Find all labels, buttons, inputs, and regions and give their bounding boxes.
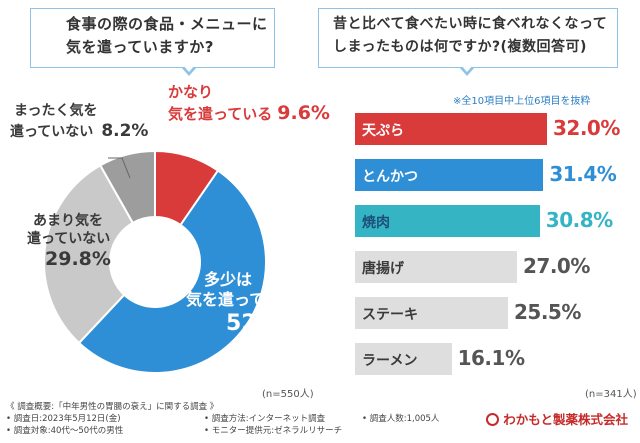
logo-mark-icon (486, 413, 500, 426)
bar-4 (355, 251, 517, 283)
bar-label-1: 天ぷら (362, 123, 404, 139)
bar-label-6: ラーメン (362, 353, 418, 369)
pie-label-tasho-line2: 気を遣っている (186, 290, 298, 309)
bar-6 (355, 343, 452, 375)
bar-label-5: ステーキ (362, 307, 418, 323)
pie-label-tasho-line1: 多少は (204, 270, 253, 289)
right-question-box (318, 8, 618, 76)
pie-leader-line (108, 157, 131, 179)
pie-label-mattaku-line2-text: 遣っていない (10, 123, 94, 140)
pie-label-mattaku-line2: 遣っていない 8.2% (10, 121, 148, 142)
pie-label-kanari-line2-text: 気を遣っている (168, 104, 273, 123)
footer-target: • 調査対象:40代〜50代の男性 (6, 426, 124, 436)
pie-label-kanari-line2: 気を遣っている 9.6% (168, 102, 330, 126)
pie-label-tasho: 多少は 気を遣っている 52.4% (186, 270, 302, 338)
bar-value-1: 32.0% (553, 116, 620, 140)
left-question-box (30, 8, 275, 76)
right-note: ※全10項目中上位6項目を抜粋 (453, 96, 591, 107)
footer-monitor: • モニター提供元:ゼネラルリサーチ (204, 426, 343, 436)
left-sample-size: (n=550人) (262, 389, 314, 400)
right-question-line1: 昔と比べて食べたい時に食べれなくなって (333, 16, 608, 32)
company-logo: わかもと製薬株式会社 (486, 409, 628, 428)
footer-title: 《 調査概要:「中年男性の胃腸の衰え」に関する調査 》 (6, 402, 219, 412)
logo-text: わかもと製薬株式会社 (503, 412, 628, 427)
bar-3 (355, 205, 540, 237)
pie-pct-kanari: 9.6% (277, 101, 330, 124)
footer-method: • 調査方法:インターネット調査 (204, 414, 326, 424)
pie-slice-amari (43, 164, 135, 345)
left-question-line2: 気を遣っていますか? (66, 38, 214, 56)
pie-label-amari: あまり気を 遣っていない 29.8% (27, 213, 111, 272)
bar-value-6: 16.1% (457, 346, 525, 370)
left-question-line1: 食事の際の食品・メニューに (66, 15, 268, 33)
bar-value-2: 31.4% (549, 162, 617, 186)
right-sample-size: (n=341人) (585, 389, 637, 400)
footer-count: • 調査人数:1,005人 (362, 414, 440, 424)
bar-2 (355, 159, 544, 191)
bar-label-4: 唐揚げ (362, 261, 404, 277)
pie-pct-tasho: 52.4% (226, 311, 303, 336)
pie-label-kanari-line1: かなり (168, 83, 214, 101)
pie-slice-tasho (77, 169, 267, 374)
pie-label-amari-line1: あまり気を (33, 213, 103, 229)
bar-label-3: 焼肉 (362, 215, 390, 231)
bar-1 (355, 113, 547, 145)
bar-value-4: 27.0% (523, 254, 590, 278)
pie-label-mattaku-line1: まったく気を (14, 103, 98, 119)
pie-label-kanari: かなり 気を遣っている 9.6% (168, 83, 330, 126)
bar-value-3: 30.8% (545, 208, 613, 232)
pie-pct-mattaku: 8.2% (101, 120, 149, 141)
pie-label-amari-line2: 遣っていない (27, 230, 111, 247)
bar-value-5: 25.5% (514, 300, 581, 324)
bar-5 (355, 297, 508, 329)
bar-label-2: とんかつ (362, 169, 418, 185)
footer-date: • 調査日:2023年5月12日(金) (6, 414, 121, 424)
pie-label-mattaku: まったく気を 遣っていない 8.2% (10, 103, 148, 142)
right-question-line2: しまったものは何ですか?(複数回答可) (333, 39, 587, 55)
pie-pct-amari: 29.8% (45, 248, 111, 270)
